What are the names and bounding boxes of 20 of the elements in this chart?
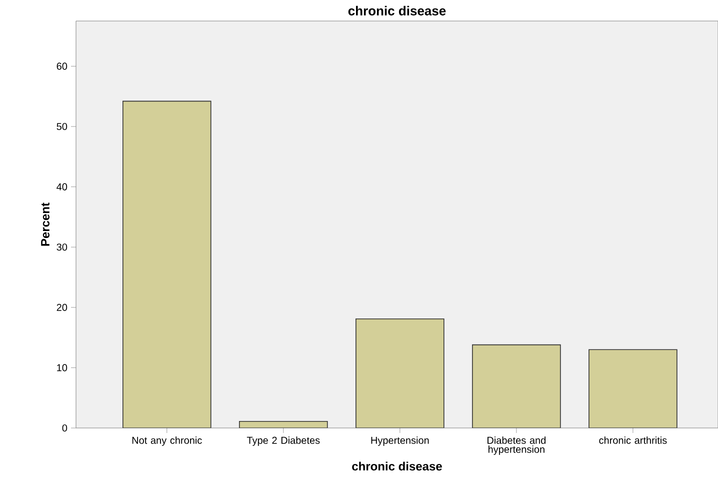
chart-title: chronic disease <box>348 6 446 16</box>
y-tick-label: 10 <box>57 364 68 372</box>
bar <box>122 100 212 428</box>
y-tick-label: 40 <box>56 183 68 190</box>
x-tick-label: Type 2 Diabetes <box>246 436 320 446</box>
x-tick-label: Not any chronic <box>132 436 202 446</box>
x-tick-label: Diabetes and hypertension <box>488 436 546 455</box>
bar <box>356 318 444 428</box>
x-tick-label: Hypertension <box>371 436 429 446</box>
bar <box>239 420 328 428</box>
x-tick-label: chronic arthritis <box>599 436 667 444</box>
x-axis-title: chronic disease <box>352 462 442 471</box>
bar <box>588 349 678 428</box>
y-tick-label: 60 <box>56 62 68 70</box>
y-tick-label: 30 <box>56 244 68 251</box>
y-tick-label: 0 <box>62 424 68 432</box>
y-tick-label: 20 <box>56 304 68 311</box>
bar <box>472 344 561 428</box>
y-tick-label: 50 <box>56 122 68 130</box>
y-axis-title: Percent <box>41 202 50 246</box>
